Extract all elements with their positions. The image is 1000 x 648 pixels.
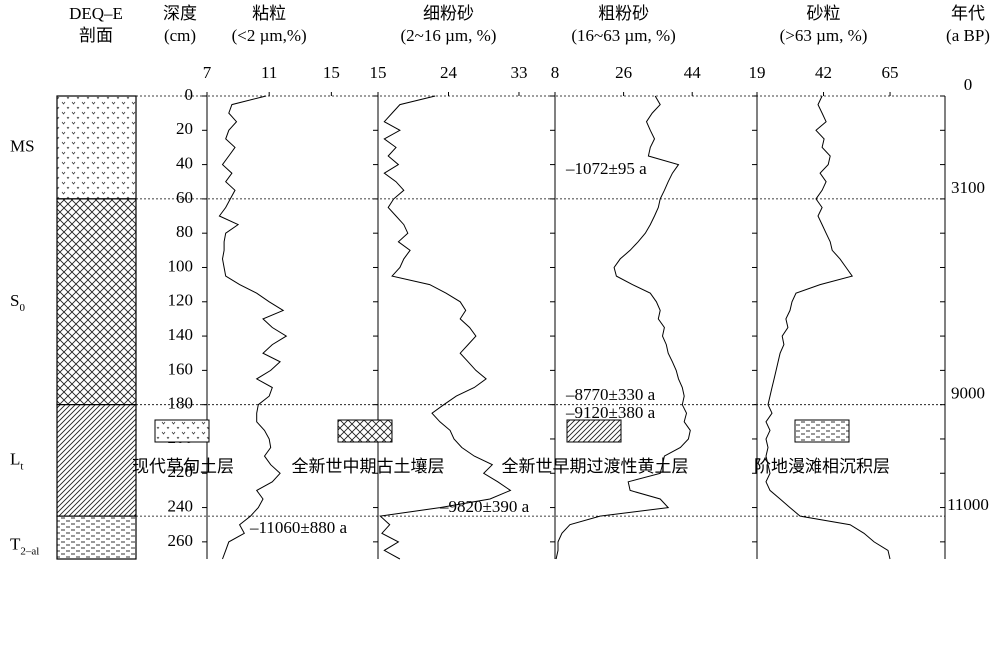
y-tick-label: 0: [185, 85, 194, 104]
y-tick-label: 80: [176, 222, 193, 241]
layer: [56, 95, 137, 200]
layer-label-main: S: [10, 291, 19, 310]
series-unit: (>63 µm, %): [780, 26, 868, 45]
dating-annotation: –9820±390 a: [439, 497, 530, 516]
y-tick-label: 260: [168, 531, 194, 550]
age-label: 0: [964, 75, 973, 94]
layer-label-sub: 0: [19, 301, 25, 313]
profile-line: [218, 95, 288, 560]
layer: [56, 404, 137, 517]
series-name: 粗粉砂: [598, 4, 649, 23]
profile-line: [379, 95, 512, 560]
y-tick-label: 20: [176, 119, 193, 138]
x-tick-label: 26: [615, 63, 632, 82]
depth-title: (cm): [164, 26, 196, 45]
y-tick-label: 180: [168, 394, 194, 413]
age-label: 11000: [947, 495, 989, 514]
section-title: 剖面: [79, 26, 113, 45]
dating-annotation: –1072±95 a: [565, 159, 647, 178]
legend-label: 全新世中期古土壤层: [292, 456, 445, 476]
series-name: 粘粒: [252, 4, 286, 23]
series-unit: (<2 µm,%): [232, 26, 307, 45]
depth-title: 深度: [163, 4, 197, 23]
section-title: DEQ–E: [69, 4, 123, 23]
x-tick-label: 8: [551, 63, 560, 82]
y-tick-label: 60: [176, 188, 193, 207]
legend-label: 现代草甸土层: [132, 457, 234, 476]
dating-annotation: –8770±330 a: [565, 385, 656, 404]
profile-line: [765, 95, 891, 560]
legend-label: 阶地漫滩相沉积层: [754, 457, 890, 476]
series-unit: (16~63 µm, %): [571, 26, 675, 45]
age-label: 3100: [951, 178, 985, 197]
x-tick-label: 15: [323, 63, 340, 82]
series-name: 砂粒: [807, 4, 841, 23]
y-tick-label: 100: [168, 256, 194, 275]
layer-label-main: MS: [10, 136, 35, 155]
x-tick-label: 7: [203, 63, 212, 82]
x-tick-label: 42: [815, 63, 832, 82]
x-tick-label: 24: [440, 63, 458, 82]
age-label: 9000: [951, 384, 985, 403]
legend-swatch: [154, 419, 210, 443]
layer-label-main: L: [10, 449, 20, 468]
dating-annotation: –9120±380 a: [565, 403, 656, 422]
series-unit: (2~16 µm, %): [401, 26, 497, 45]
y-tick-label: 160: [168, 359, 194, 378]
x-tick-label: 33: [510, 63, 527, 82]
x-tick-label: 19: [749, 63, 766, 82]
y-tick-label: 120: [168, 291, 194, 310]
age-title: (a BP): [946, 26, 990, 45]
legend-swatch: [337, 419, 393, 443]
legend-swatch: [566, 419, 622, 443]
layer-label: MS: [10, 136, 35, 155]
y-tick-label: 220: [168, 462, 194, 481]
age-title: 年代: [951, 4, 985, 23]
x-tick-label: 11: [261, 63, 277, 82]
layer-label-main: T: [10, 534, 21, 553]
legend-label: 全新世早期过渡性黄土层: [502, 457, 689, 476]
layer-label: T2–al: [10, 534, 39, 557]
layer-label: S0: [10, 291, 25, 314]
y-tick-label: 140: [168, 325, 194, 344]
layer-label: Lt: [10, 449, 23, 472]
y-tick-label: 40: [176, 153, 193, 172]
layer-label-sub: 2–al: [20, 545, 39, 557]
legend-swatch: [794, 419, 850, 443]
x-tick-label: 65: [882, 63, 899, 82]
layer: [56, 515, 137, 560]
profile-line: [555, 95, 691, 560]
y-tick-label: 240: [168, 496, 194, 515]
series-name: 细粉砂: [423, 4, 474, 23]
dating-annotation: –11060±880 a: [249, 518, 347, 537]
layer: [56, 198, 137, 406]
x-tick-label: 44: [684, 63, 702, 82]
layer-label-sub: t: [20, 460, 23, 472]
x-tick-label: 15: [370, 63, 387, 82]
